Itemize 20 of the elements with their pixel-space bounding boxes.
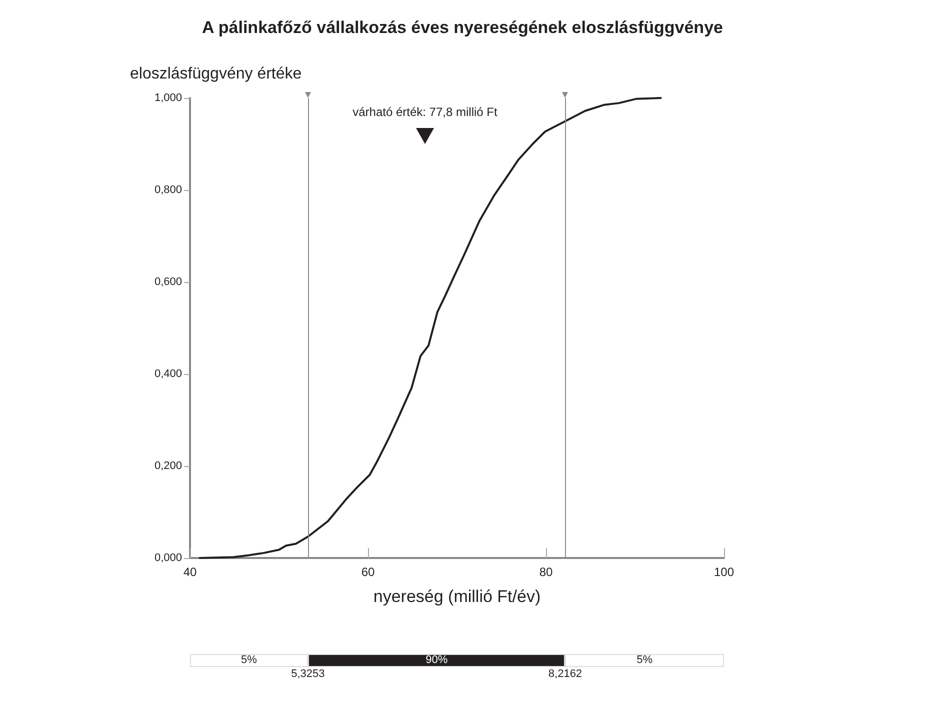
text: 8,2162 [548,668,582,680]
text: 5,3253 [291,668,325,680]
x-tick-label: 100 [714,565,734,579]
y-tick-label: 0,600 [154,276,182,288]
text: 5% [241,654,257,667]
y-tick-label: 0,200 [154,460,182,472]
chart-title: A pálinkafőző vállalkozás éves nyereségének eloszlásfüggvénye [202,18,723,37]
x-tick-label: 60 [361,565,375,579]
x-axis-title: nyereség (millió Ft/év) [373,587,541,606]
y-tick-label: 0,000 [154,552,182,564]
x-tick-label: 40 [183,565,197,579]
annotation: várható érték: 77,8 millió Ft [352,105,498,119]
text: 90% [426,654,448,667]
y-tick-label: 0,800 [154,184,182,196]
x-tick-label: 80 [539,565,553,579]
line-series [198,97,662,559]
text: 5% [636,654,653,667]
y-tick-label: 0,400 [154,368,182,380]
y-tick-label: 1,000 [154,92,182,104]
y-axis-title: eloszlásfüggvény értéke [130,66,302,82]
